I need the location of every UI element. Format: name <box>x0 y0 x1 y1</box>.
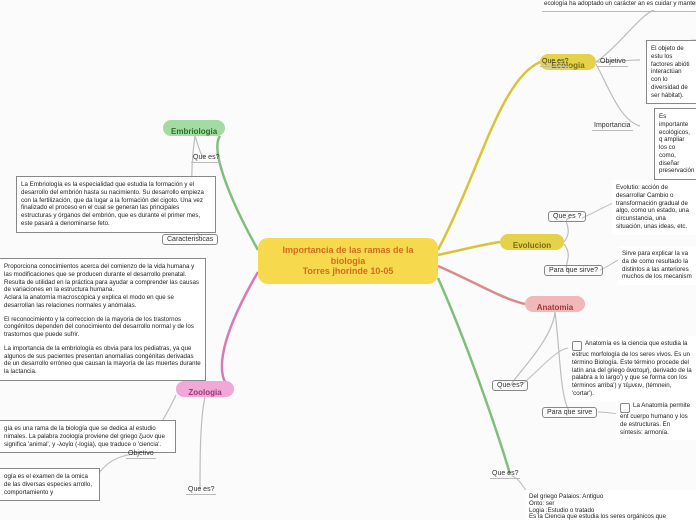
embriologia-quees-text: La Embriología es la especialidad que es… <box>16 176 216 233</box>
ecologia-quees-label: Que es? <box>540 58 570 67</box>
anatomia-quees-text: Anatomía es la ciencia que estudia la es… <box>568 336 696 402</box>
ecologia-objetivo-text: El objeto de estu los factores abióti in… <box>646 40 696 104</box>
node-embriologia[interactable]: Embriologia <box>163 120 225 136</box>
zoologia-quees-label: Que es? <box>186 486 216 495</box>
anatomia-quees-label: Que es? <box>492 380 528 391</box>
zoologia-objetivo-text: ogía es el examen de la omica de las div… <box>0 468 100 501</box>
embriologia-caracteristicas-label: Caracteristicas <box>162 234 218 245</box>
ecologia-quees-text: ecología ha adoptado un carácter an es c… <box>542 0 696 12</box>
ecologia-objetivo-label: Objetivo <box>598 58 628 67</box>
central-title-line1: Importancia de las ramas de la biologia <box>266 245 430 266</box>
node-anatomia[interactable]: Anatomia <box>525 296 585 312</box>
anatomia-para-text: La Anatomía permite ent cuerpo humano y … <box>616 398 696 440</box>
embriologia-quees-label: Que es? <box>191 154 221 163</box>
node-evolucion[interactable]: Evolucion <box>500 234 564 250</box>
embriologia-car-p2: El reconocimiento y la correccion de la … <box>4 316 201 339</box>
checkbox-icon[interactable] <box>620 403 630 413</box>
zoologia-quees-text: gía es una rama de la biología que se de… <box>0 420 176 453</box>
evolucion-label: Evolucion <box>513 241 551 250</box>
paleontologia-text: Del griego Palaios: Antiguo Onto: ser Lo… <box>525 490 696 520</box>
embriologia-car-p3: La importancia de la embriología es obvi… <box>4 345 201 376</box>
node-zoologia[interactable]: Zoologia <box>176 381 234 397</box>
evolucion-para-label: Para que sirve? <box>544 265 603 276</box>
central-topic[interactable]: Importancia de las ramas de la biologia … <box>258 238 438 284</box>
central-title-line2: Torres jhorinde 10-05 <box>266 266 430 276</box>
evolucion-quees-text: Evolutio: acción de desarrollar Cambio o… <box>612 180 696 235</box>
zoologia-label: Zoologia <box>188 388 221 397</box>
anatomia-para-label: Para que sirve <box>542 407 597 418</box>
checkbox-icon[interactable] <box>572 341 582 351</box>
evolucion-para-text: Sirve para explicar la va da de como res… <box>618 246 696 285</box>
anatomia-label: Anatomia <box>537 303 573 312</box>
paleontologia-quees-label: Que es? <box>490 470 520 479</box>
embriologia-caracteristicas-text: Proporciona conocimientos acerca del com… <box>0 258 206 381</box>
embriologia-label: Embriologia <box>171 127 217 136</box>
ecologia-importancia-text: Es importante ecológicos, q ampliar los … <box>654 108 696 180</box>
evolucion-quees-label: Que es ? <box>548 211 586 222</box>
ecologia-importancia-label: Importancia <box>592 122 633 131</box>
zoologia-objetivo-label: Objetivo <box>126 450 156 459</box>
anatomia-quees-text-inner: Anatomía es la ciencia que estudia la es… <box>572 340 692 397</box>
embriologia-car-p1: Proporciona conocimientos acerca del com… <box>4 263 201 310</box>
anatomia-para-text-inner: La Anatomía permite ent cuerpo humano y … <box>620 402 690 436</box>
